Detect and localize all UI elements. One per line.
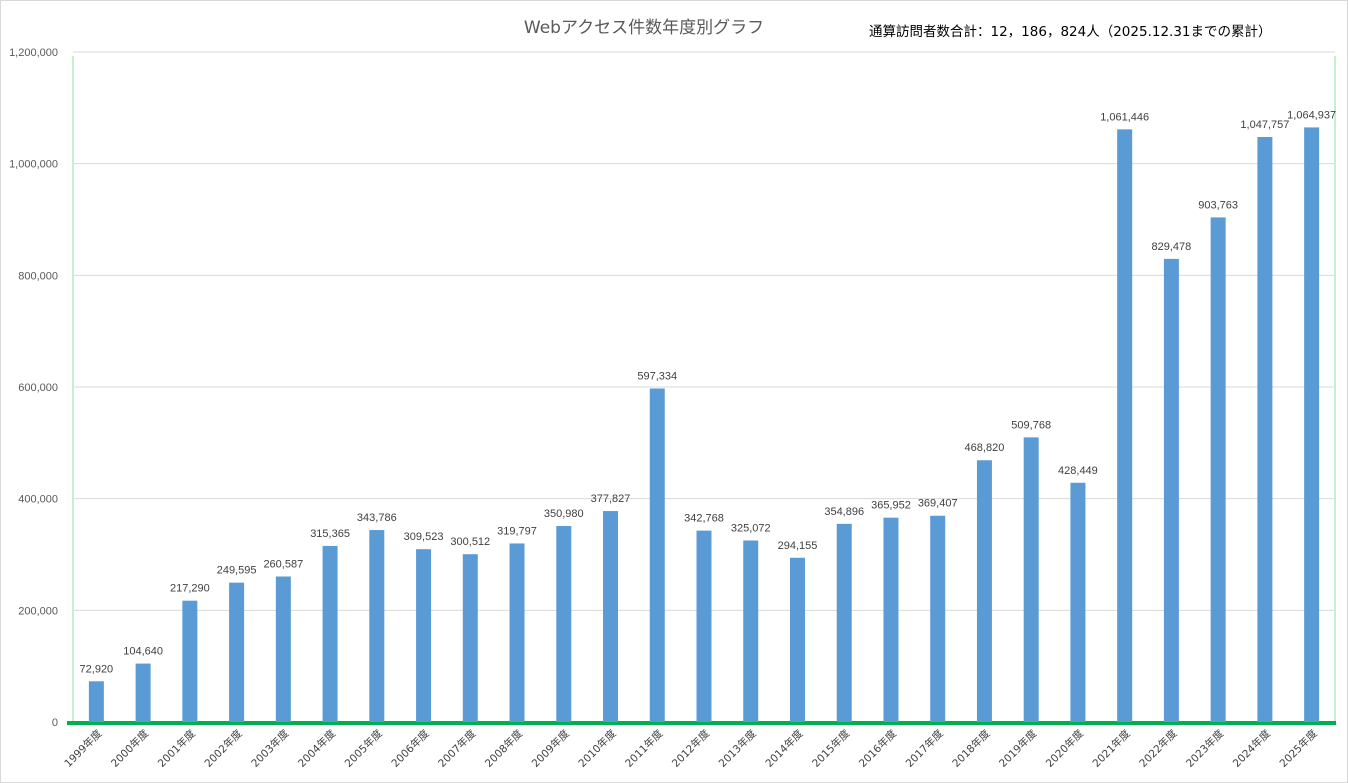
bar <box>1070 482 1086 722</box>
plot-frame <box>67 56 1336 725</box>
data-label: 72,920 <box>80 663 114 675</box>
data-label: 300,512 <box>450 536 490 548</box>
data-label: 365,952 <box>871 500 911 512</box>
bar <box>369 530 385 722</box>
x-tick-label: 2012年度 <box>669 727 712 770</box>
bar <box>976 460 992 722</box>
data-labels: 72,920 104,640 217,290 249,595 260,587 315,36… <box>80 109 1337 675</box>
bar <box>930 515 946 722</box>
data-label: 468,820 <box>965 442 1005 454</box>
x-tick-label: 2018年度 <box>950 727 993 770</box>
data-label: 342,768 <box>684 513 724 525</box>
bars <box>88 127 1320 723</box>
data-label: 104,640 <box>123 646 163 658</box>
data-label: 509,768 <box>1011 419 1051 431</box>
bar <box>1023 437 1039 722</box>
data-label: 354,896 <box>824 506 864 518</box>
x-tick-label: 2022年度 <box>1137 727 1180 770</box>
data-label: 309,523 <box>404 531 444 543</box>
x-tick-label: 2010年度 <box>576 727 619 770</box>
data-label: 260,587 <box>263 559 303 571</box>
data-label: 903,763 <box>1198 199 1238 211</box>
y-tick-label: 1,000,000 <box>9 159 58 171</box>
data-label: 829,478 <box>1152 241 1192 253</box>
x-tick-label: 2017年度 <box>903 727 946 770</box>
y-tick-label: 200,000 <box>18 605 58 617</box>
data-label: 325,072 <box>731 523 771 535</box>
data-label: 1,064,937 <box>1287 109 1336 121</box>
x-tick-label: 2025年度 <box>1277 727 1320 770</box>
x-axis-ticks: 1999年度 2000年度 2001年度 2002年度 2003年度 2004年度 2005… <box>62 727 1321 770</box>
data-label: 1,061,446 <box>1100 111 1149 123</box>
x-tick-label: 2001年度 <box>155 727 198 770</box>
x-tick-label: 2014年度 <box>763 727 806 770</box>
x-tick-label: 2015年度 <box>809 727 852 770</box>
y-tick-label: 0 <box>52 717 58 729</box>
bar <box>229 582 245 722</box>
x-tick-label: 1999年度 <box>62 727 105 770</box>
data-label: 428,449 <box>1058 465 1098 477</box>
data-label: 350,980 <box>544 508 584 520</box>
bar <box>743 540 759 722</box>
x-tick-label: 2021年度 <box>1090 727 1133 770</box>
x-tick-label: 2003年度 <box>249 727 292 770</box>
y-axis-ticks: 0 200,000 400,000 600,000 800,000 1,000,000 1,… <box>9 47 58 729</box>
bar <box>789 557 805 722</box>
bar <box>1304 127 1320 723</box>
bar <box>322 545 338 722</box>
data-label: 1,047,757 <box>1240 119 1289 131</box>
bar <box>603 511 619 722</box>
x-tick-label: 2019年度 <box>996 727 1039 770</box>
data-label: 315,365 <box>310 528 350 540</box>
chart-title: Webアクセス件数年度別グラフ <box>524 18 764 38</box>
x-tick-label: 2008年度 <box>482 727 525 770</box>
bar <box>416 549 432 722</box>
y-tick-label: 800,000 <box>18 270 58 282</box>
x-tick-label: 2011年度 <box>622 727 665 770</box>
data-label: 377,827 <box>591 493 631 505</box>
data-label: 217,290 <box>170 583 210 595</box>
x-tick-label: 2020年度 <box>1043 727 1086 770</box>
bar <box>1117 129 1133 722</box>
bar <box>649 388 665 722</box>
x-tick-label: 2007年度 <box>435 727 478 770</box>
data-label: 597,334 <box>637 370 677 382</box>
bar <box>1163 258 1179 722</box>
bar <box>509 543 525 722</box>
bar <box>1210 217 1226 722</box>
x-tick-label: 2016年度 <box>856 727 899 770</box>
x-tick-label: 2004年度 <box>295 727 338 770</box>
y-tick-label: 400,000 <box>18 494 58 506</box>
bar <box>275 576 291 722</box>
bar <box>883 517 899 722</box>
bar <box>556 526 572 722</box>
y-tick-label: 1,200,000 <box>9 47 58 59</box>
bar <box>135 663 151 722</box>
bar <box>182 600 198 722</box>
data-label: 249,595 <box>217 565 257 577</box>
x-tick-label: 2000年度 <box>108 727 151 770</box>
bar <box>696 530 712 722</box>
y-tick-label: 600,000 <box>18 382 58 394</box>
bar <box>1257 137 1273 723</box>
x-tick-label: 2024年度 <box>1230 727 1273 770</box>
x-tick-label: 2009年度 <box>529 727 572 770</box>
data-label: 343,786 <box>357 512 397 524</box>
x-tick-label: 2006年度 <box>389 727 432 770</box>
data-label: 369,407 <box>918 498 958 510</box>
gridlines <box>73 51 1335 611</box>
x-tick-label: 2005年度 <box>342 727 385 770</box>
bar <box>462 554 478 722</box>
data-label: 319,797 <box>497 525 537 537</box>
chart-subtitle: 通算訪問者数合計：12，186，824人（2025.12.31までの累計） <box>869 24 1272 40</box>
x-tick-label: 2013年度 <box>716 727 759 770</box>
x-tick-label: 2002年度 <box>202 727 245 770</box>
bar <box>88 681 104 722</box>
bar <box>836 523 852 722</box>
data-label: 294,155 <box>778 540 818 552</box>
x-tick-label: 2023年度 <box>1183 727 1226 770</box>
